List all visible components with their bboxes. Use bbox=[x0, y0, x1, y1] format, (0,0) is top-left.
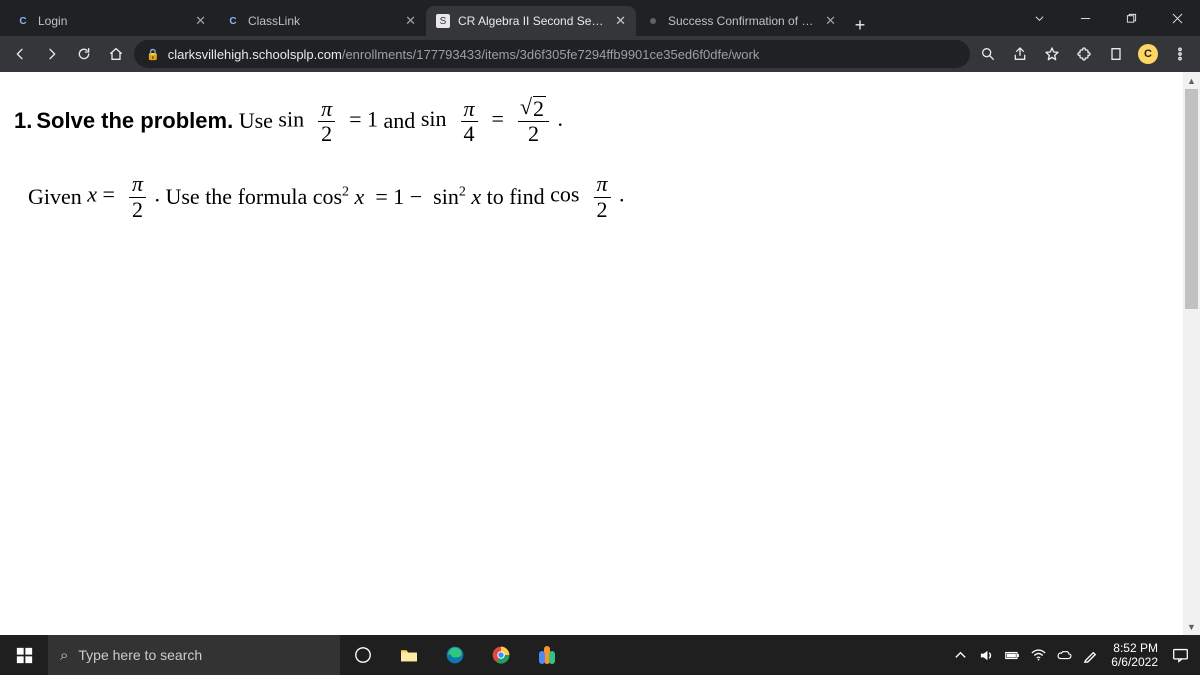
address-bar[interactable]: 🔒 clarksvillehigh.schoolsplp.com/enrollm… bbox=[134, 40, 970, 68]
file-explorer-icon[interactable] bbox=[386, 635, 432, 675]
chrome-icon[interactable] bbox=[478, 635, 524, 675]
reading-list-icon[interactable] bbox=[1102, 40, 1130, 68]
tab-login[interactable]: C Login ✕ bbox=[6, 6, 216, 36]
window-controls bbox=[1016, 0, 1200, 36]
math: sin π4 = 22 . bbox=[415, 96, 563, 146]
problem-line-1: 1. Solve the problem. Use sin π2 = 1 and… bbox=[14, 96, 1169, 146]
time-text: 8:52 PM bbox=[1111, 641, 1158, 655]
notifications-button[interactable] bbox=[1166, 647, 1194, 664]
browser-toolbar: 🔒 clarksvillehigh.schoolsplp.com/enrollm… bbox=[0, 36, 1200, 72]
extensions-icon[interactable] bbox=[1070, 40, 1098, 68]
lock-icon: 🔒 bbox=[146, 48, 160, 61]
home-button[interactable] bbox=[102, 40, 130, 68]
search-placeholder: Type here to search bbox=[78, 647, 202, 663]
tab-success[interactable]: Success Confirmation of Question ✕ bbox=[636, 6, 846, 36]
minimize-button[interactable] bbox=[1062, 0, 1108, 36]
date-text: 6/6/2022 bbox=[1111, 655, 1158, 669]
page-viewport: 1. Solve the problem. Use sin π2 = 1 and… bbox=[0, 72, 1183, 635]
question-number: 1. bbox=[14, 108, 32, 134]
battery-icon[interactable] bbox=[999, 635, 1025, 675]
scrollbar-thumb[interactable] bbox=[1185, 89, 1198, 309]
tab-title: Success Confirmation of Question bbox=[668, 14, 817, 28]
problem-line-2: Given x = π2 . Use the formula cos2 x = … bbox=[14, 172, 1169, 221]
new-tab-button[interactable]: + bbox=[846, 15, 874, 36]
tab-classlink[interactable]: C ClassLink ✕ bbox=[216, 6, 426, 36]
windows-icon bbox=[16, 647, 33, 664]
close-window-button[interactable] bbox=[1154, 0, 1200, 36]
bookmark-icon[interactable] bbox=[1038, 40, 1066, 68]
math: sin π2 = 1 bbox=[273, 97, 384, 146]
volume-icon[interactable] bbox=[973, 635, 999, 675]
tab-title: CR Algebra II Second Semester bbox=[458, 14, 607, 28]
profile-button[interactable]: C bbox=[1134, 40, 1162, 68]
windows-taskbar: ⌕ Type here to search 8:52 PM 6/6/2022 bbox=[0, 635, 1200, 675]
taskbar-clock[interactable]: 8:52 PM 6/6/2022 bbox=[1103, 641, 1166, 669]
onedrive-icon[interactable] bbox=[1051, 635, 1077, 675]
text: Use the formula bbox=[165, 184, 307, 210]
system-tray: 8:52 PM 6/6/2022 bbox=[947, 635, 1200, 675]
vertical-scrollbar[interactable]: ▲ ▼ bbox=[1183, 72, 1200, 635]
favicon-c-icon: C bbox=[226, 14, 240, 28]
favicon-s-icon: S bbox=[436, 14, 450, 28]
close-icon[interactable]: ✕ bbox=[825, 13, 836, 29]
start-button[interactable] bbox=[0, 635, 48, 675]
math: cos π2 . bbox=[545, 172, 625, 221]
browser-title-bar: C Login ✕ C ClassLink ✕ S CR Algebra II … bbox=[0, 0, 1200, 36]
taskbar-search[interactable]: ⌕ Type here to search bbox=[48, 635, 340, 675]
text: Use bbox=[239, 108, 273, 134]
share-icon[interactable] bbox=[1006, 40, 1034, 68]
reload-button[interactable] bbox=[70, 40, 98, 68]
edge-icon[interactable] bbox=[432, 635, 478, 675]
scroll-up-button[interactable]: ▲ bbox=[1183, 72, 1200, 89]
app-icon[interactable] bbox=[524, 635, 570, 675]
tab-search-button[interactable] bbox=[1016, 0, 1062, 36]
scroll-down-button[interactable]: ▼ bbox=[1183, 618, 1200, 635]
text: to find bbox=[487, 184, 545, 210]
tab-title: Login bbox=[38, 14, 187, 28]
pen-icon[interactable] bbox=[1077, 635, 1103, 675]
text: and bbox=[384, 108, 416, 134]
forward-button[interactable] bbox=[38, 40, 66, 68]
back-button[interactable] bbox=[6, 40, 34, 68]
favicon-c-icon: C bbox=[16, 14, 30, 28]
menu-button[interactable] bbox=[1166, 40, 1194, 68]
search-icon: ⌕ bbox=[60, 647, 68, 664]
wifi-icon[interactable] bbox=[1025, 635, 1051, 675]
prompt-text: Solve the problem. bbox=[36, 108, 233, 134]
close-icon[interactable]: ✕ bbox=[615, 13, 626, 29]
tab-strip: C Login ✕ C ClassLink ✕ S CR Algebra II … bbox=[0, 0, 1016, 36]
math: cos2 x = 1 − sin2 x bbox=[307, 184, 486, 210]
tab-algebra[interactable]: S CR Algebra II Second Semester ✕ bbox=[426, 6, 636, 36]
text: Given bbox=[28, 184, 82, 210]
math: x = π2 . bbox=[82, 172, 166, 221]
favicon-dot-icon bbox=[646, 14, 660, 28]
close-icon[interactable]: ✕ bbox=[405, 13, 416, 29]
tray-expand-icon[interactable] bbox=[947, 635, 973, 675]
task-icons bbox=[340, 635, 570, 675]
problem-content: 1. Solve the problem. Use sin π2 = 1 and… bbox=[0, 72, 1183, 246]
zoom-icon[interactable] bbox=[974, 40, 1002, 68]
tab-title: ClassLink bbox=[248, 14, 397, 28]
cortana-icon[interactable] bbox=[340, 635, 386, 675]
close-icon[interactable]: ✕ bbox=[195, 13, 206, 29]
maximize-button[interactable] bbox=[1108, 0, 1154, 36]
url-text: clarksvillehigh.schoolsplp.com/enrollmen… bbox=[168, 47, 760, 62]
